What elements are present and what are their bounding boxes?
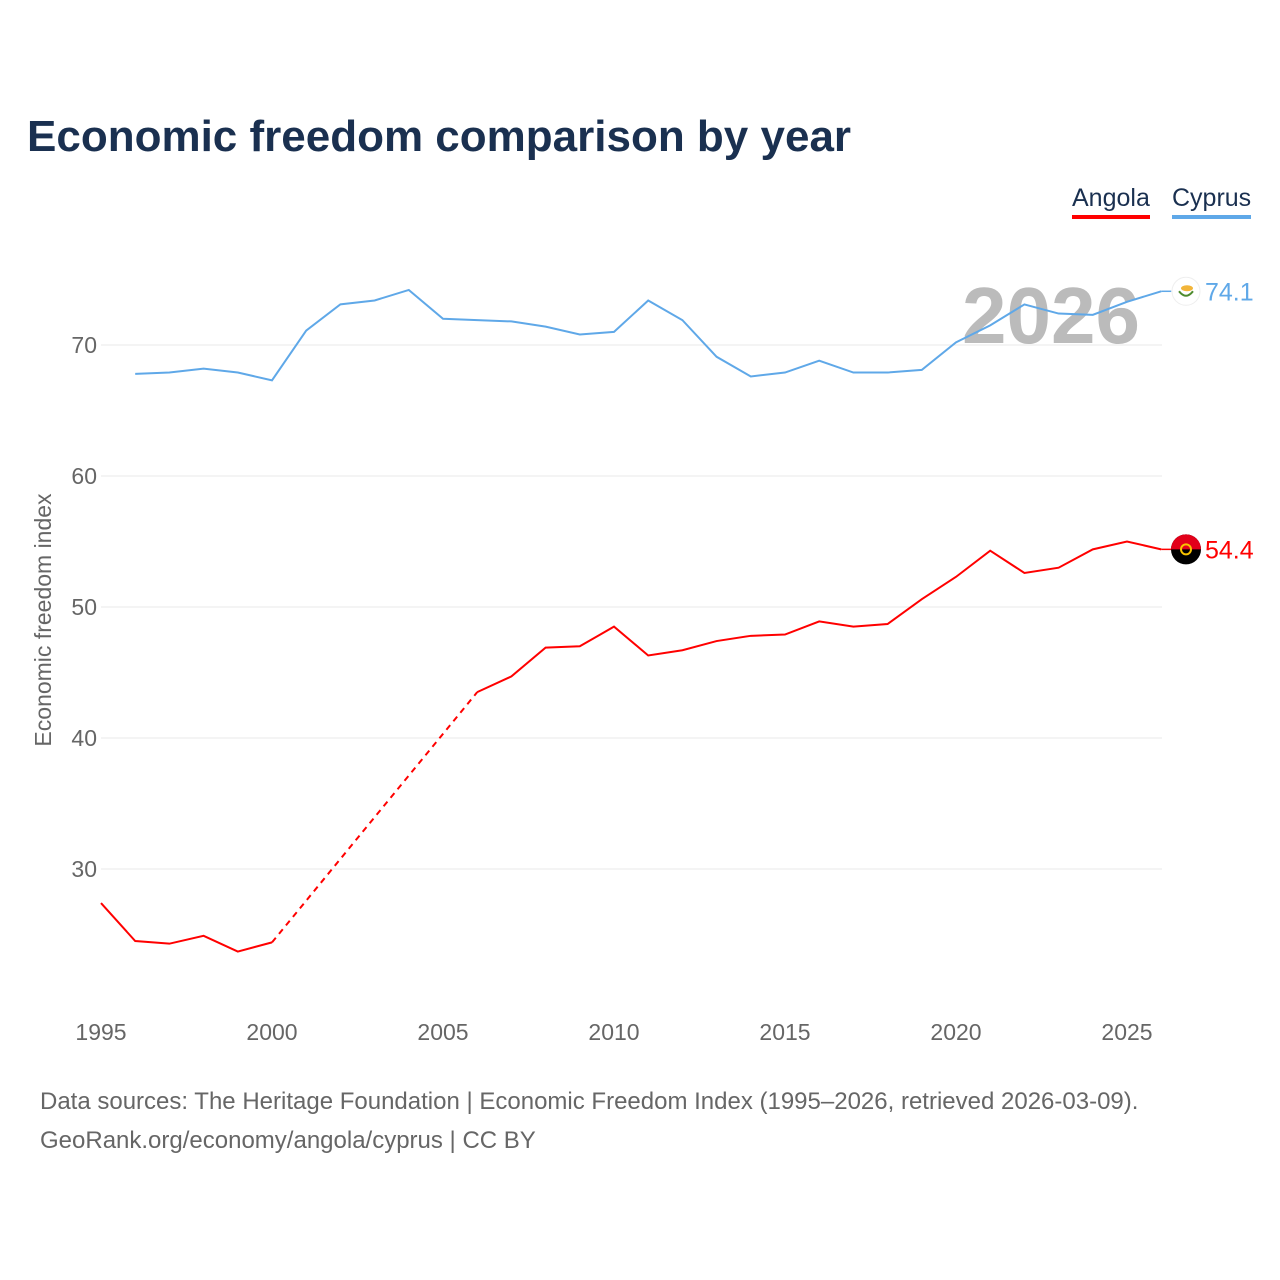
- data-point: [1056, 565, 1062, 571]
- data-point: [1021, 301, 1027, 307]
- data-point: [132, 938, 138, 944]
- y-tick-label: 70: [71, 332, 97, 358]
- legend-cyprus[interactable]: Cyprus: [1172, 184, 1252, 219]
- footer-sources: Data sources: The Heritage Foundation | …: [40, 1088, 1139, 1115]
- data-point: [235, 370, 241, 376]
- data-point: [577, 332, 583, 338]
- data-point: [269, 939, 275, 945]
- data-point: [645, 297, 651, 303]
- data-point: [337, 301, 343, 307]
- data-point: [679, 317, 685, 323]
- data-point: [850, 370, 856, 376]
- x-tick-label: 2005: [417, 1019, 468, 1045]
- year-watermark: 2026: [962, 271, 1140, 360]
- data-point: [474, 317, 480, 323]
- data-point: [987, 548, 993, 554]
- data-point: [166, 370, 172, 376]
- data-point: [508, 318, 514, 324]
- series-line-angola: [476, 540, 1162, 694]
- x-tick-label: 2020: [930, 1019, 981, 1045]
- data-point: [953, 574, 959, 580]
- series-line-cyprus: [135, 288, 1162, 382]
- data-point: [132, 371, 138, 377]
- y-tick-label: 30: [71, 856, 97, 882]
- data-point: [850, 624, 856, 630]
- data-point: [303, 328, 309, 334]
- data-point: [1124, 299, 1130, 305]
- x-tick-label: 2025: [1101, 1019, 1152, 1045]
- data-point: [782, 370, 788, 376]
- data-point: [1056, 311, 1062, 317]
- y-tick-label: 60: [71, 463, 97, 489]
- data-point: [1021, 570, 1027, 576]
- legend-angola[interactable]: Angola: [1072, 184, 1150, 219]
- data-point: [953, 339, 959, 345]
- data-point: [372, 297, 378, 303]
- data-point: [577, 643, 583, 649]
- y-tick-label: 50: [71, 594, 97, 620]
- x-tick-label: 2010: [588, 1019, 639, 1045]
- cyprus-flag-branches: [1178, 290, 1194, 297]
- y-axis-label: Economic freedom index: [30, 493, 56, 747]
- data-point: [201, 933, 207, 939]
- chart-title: Economic freedom comparison by year: [27, 112, 852, 161]
- data-point: [816, 618, 822, 624]
- data-point: [440, 316, 446, 322]
- data-point: [543, 645, 549, 651]
- data-point: [714, 638, 720, 644]
- data-point: [201, 366, 207, 372]
- data-point: [816, 358, 822, 364]
- footer-link[interactable]: GeoRank.org/economy/angola/cyprus | CC B…: [40, 1127, 536, 1154]
- data-point: [748, 633, 754, 639]
- data-point: [919, 596, 925, 602]
- cyprus-flag-map: [1181, 285, 1193, 292]
- data-point: [611, 329, 617, 335]
- series-line-angola: [100, 902, 273, 953]
- data-point: [987, 322, 993, 328]
- data-point: [679, 647, 685, 653]
- data-point: [269, 377, 275, 383]
- data-point: [166, 941, 172, 947]
- end-label-cyprus: 74.1: [1205, 278, 1254, 306]
- x-tick-label: 2000: [246, 1019, 297, 1045]
- data-point: [406, 287, 412, 293]
- data-point: [543, 324, 549, 330]
- data-point: [714, 354, 720, 360]
- data-point: [645, 652, 651, 658]
- data-point: [508, 673, 514, 679]
- data-point: [98, 900, 104, 906]
- y-tick-label: 40: [71, 725, 97, 751]
- data-point: [1090, 546, 1096, 552]
- data-point: [1090, 312, 1096, 318]
- data-point: [885, 621, 891, 627]
- angola-flag-emblem: [1180, 543, 1192, 556]
- data-point: [748, 373, 754, 379]
- data-point: [1124, 539, 1130, 545]
- end-label-angola: 54.4: [1205, 536, 1254, 564]
- data-point: [919, 367, 925, 373]
- data-point: [782, 632, 788, 638]
- data-point: [885, 370, 891, 376]
- gap-line-angola: [271, 691, 478, 943]
- data-point: [235, 949, 241, 955]
- x-tick-label: 1995: [75, 1019, 126, 1045]
- data-point: [474, 689, 480, 695]
- cyprus-flag-icon: [1171, 276, 1201, 306]
- x-tick-label: 2015: [759, 1019, 810, 1045]
- data-point: [611, 624, 617, 630]
- angola-flag-icon: [1171, 534, 1201, 550]
